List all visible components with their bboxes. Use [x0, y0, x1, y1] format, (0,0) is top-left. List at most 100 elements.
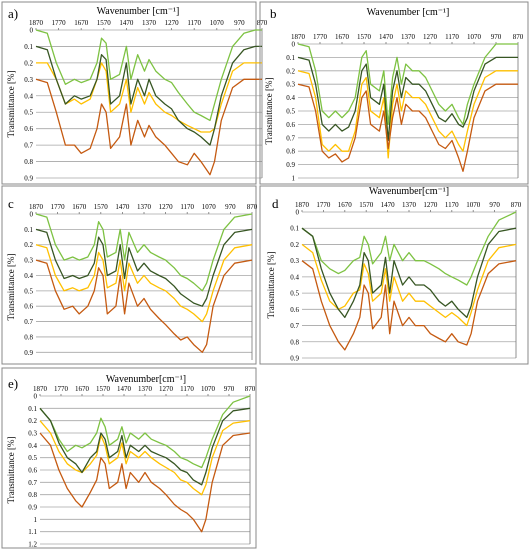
x-tick-label: 1470: [119, 19, 134, 27]
y-tick-label: 0.3: [24, 76, 33, 84]
y-tick-label: 0: [296, 209, 300, 217]
y-tick-label: 0.5: [24, 109, 33, 117]
x-tick-label: 1770: [313, 33, 328, 41]
x-tick-label: 1470: [115, 203, 130, 211]
series-line-4: [301, 260, 517, 351]
x-tick-label: 970: [489, 201, 500, 209]
y-tick-label: 0.7: [286, 134, 295, 142]
panel-frame: [259, 1, 529, 185]
panel-3: c 0 0.1 0.2 0.3 0.4 0.5 0.6 0.7 0.8 0.9 1870 1770 167…: [1, 185, 258, 365]
y-tick-label: 0.1: [28, 405, 37, 413]
y-tick-label: 0.2: [24, 241, 33, 249]
x-tick-label: 1770: [51, 203, 66, 211]
x-tick-label: 1470: [117, 385, 132, 393]
y-tick-label: 0.2: [24, 59, 33, 67]
x-tick-label: 870: [245, 385, 256, 393]
x-tick-label: 970: [491, 33, 502, 41]
x-tick-label: 1370: [138, 385, 153, 393]
x-tick-label: 1570: [94, 203, 109, 211]
y-tick-label: 0.9: [24, 349, 33, 357]
panel-1: a) Wavenumber [cm⁻¹] 0 0.1 0.2 0.3 0.4 0.5 0.6 0.…: [1, 1, 268, 185]
series-line-3: [35, 228, 253, 307]
series-line-2: [297, 70, 518, 159]
panel-label: b: [270, 6, 277, 21]
x-tick-label: 1670: [335, 33, 350, 41]
x-tick-label: 1370: [402, 201, 417, 209]
y-tick-label: 0.4: [24, 92, 33, 100]
x-tick-label: 1270: [165, 19, 180, 27]
x-tick-label: 1670: [74, 19, 89, 27]
x-tick-label: 1870: [33, 385, 48, 393]
series-line-2: [36, 62, 262, 133]
x-tick-label: 1070: [210, 19, 225, 27]
y-tick-label: 0.8: [28, 491, 37, 499]
series-line-2: [35, 244, 253, 323]
y-tick-label: 0.1: [290, 225, 299, 233]
y-tick-label: 0.2: [28, 417, 37, 425]
x-tick-label: 1870: [29, 19, 44, 27]
series-line-1: [35, 213, 253, 292]
x-tick-label: 1370: [142, 19, 157, 27]
panel-label: c: [8, 196, 14, 211]
y-tick-label: 0.5: [24, 287, 33, 295]
x-tick-label: 970: [234, 19, 245, 27]
x-tick-label: 1070: [201, 385, 216, 393]
y-tick-label: 0: [30, 27, 34, 35]
y-tick-label: 0.3: [28, 430, 37, 438]
series-line-4: [35, 259, 253, 353]
x-tick-label: 1070: [467, 33, 482, 41]
y-axis-title: Transmittance [%]: [6, 437, 16, 504]
y-tick-label: 0.6: [286, 121, 295, 129]
y-tick-label: 0.9: [286, 161, 295, 169]
x-tick-label: 1870: [291, 33, 306, 41]
x-tick-label: 1070: [202, 203, 217, 211]
x-tick-label: 1670: [75, 385, 90, 393]
y-tick-label: 0.6: [24, 125, 33, 133]
x-axis-title: Wavenumber [cm⁻¹]: [367, 7, 450, 18]
y-tick-label: 0.4: [24, 272, 33, 280]
series-line-4: [297, 83, 518, 172]
panel-frame: [1, 367, 257, 549]
x-tick-label: 1670: [338, 201, 353, 209]
x-tick-label: 1570: [359, 201, 374, 209]
x-tick-label: 870: [257, 19, 268, 27]
x-tick-label: 1870: [29, 203, 44, 211]
y-tick-label: 0.9: [28, 504, 37, 512]
x-tick-label: 1170: [187, 19, 201, 27]
series-line-1: [301, 211, 517, 286]
panel-label: d: [272, 196, 279, 211]
panel-frame: [1, 185, 257, 365]
y-tick-label: 0.5: [28, 454, 37, 462]
y-tick-label: 0.7: [24, 142, 33, 150]
x-tick-label: 970: [224, 385, 235, 393]
x-tick-label: 1770: [54, 385, 69, 393]
y-tick-label: 0.7: [28, 479, 37, 487]
x-tick-label: 1470: [381, 201, 396, 209]
x-axis-title: Wavenumber[cm⁻¹]: [369, 186, 449, 197]
y-tick-label: 0.1: [24, 43, 33, 51]
x-tick-label: 1270: [423, 33, 438, 41]
x-tick-label: 1470: [379, 33, 394, 41]
x-tick-label: 1770: [316, 201, 331, 209]
series-line-4: [35, 78, 262, 176]
x-tick-label: 1270: [159, 385, 174, 393]
y-tick-label: 0.4: [28, 442, 37, 450]
series-line-3: [297, 56, 518, 142]
y-tick-label: 0.8: [286, 148, 295, 156]
x-tick-label: 1770: [52, 19, 67, 27]
y-tick-label: 0.8: [290, 338, 299, 346]
series-line-1: [297, 43, 518, 126]
y-tick-label: 1.1: [28, 528, 37, 536]
x-tick-label: 1270: [423, 201, 438, 209]
series-line-4: [39, 432, 251, 533]
series-line-3: [301, 227, 517, 319]
y-tick-label: 0.7: [24, 318, 33, 326]
y-tick-label: 0.5: [286, 108, 295, 116]
series-line-3: [39, 407, 251, 486]
series-line-2: [301, 243, 517, 327]
x-tick-label: 1270: [159, 203, 174, 211]
y-tick-label: 0.2: [290, 241, 299, 249]
y-tick-label: 0.8: [24, 333, 33, 341]
y-tick-label: 0.6: [290, 306, 299, 314]
